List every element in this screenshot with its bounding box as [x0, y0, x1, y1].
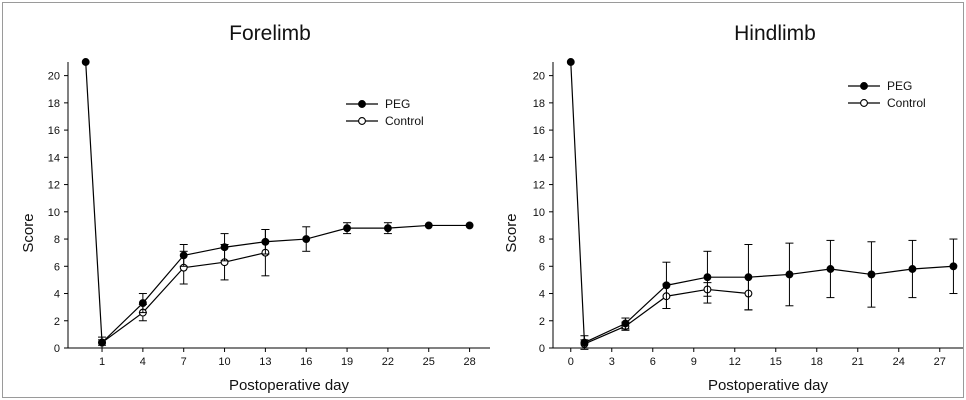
legend-item-peg: PEG [848, 79, 912, 93]
data-point [662, 281, 671, 290]
y-tick-label: 6 [54, 261, 60, 273]
y-tick-label: 4 [539, 289, 545, 301]
x-axis-label: Postoperative day [708, 377, 829, 394]
x-tick-label: 27 [934, 356, 946, 368]
x-tick-label: 18 [811, 356, 823, 368]
data-point [81, 58, 90, 66]
data-point [867, 270, 876, 279]
chart-title: Hindlimb [734, 22, 816, 45]
x-tick-label: 10 [218, 356, 230, 368]
x-tick-label: 15 [770, 356, 782, 368]
x-tick-label: 0 [568, 356, 574, 368]
y-tick-label: 12 [48, 180, 60, 192]
x-tick-label: 6 [650, 356, 656, 368]
x-tick-label: 28 [463, 356, 475, 368]
legend-item-peg: PEG [346, 97, 410, 111]
y-tick-label: 10 [48, 207, 60, 219]
y-tick-label: 4 [54, 289, 60, 301]
data-point [179, 251, 188, 260]
y-tick-label: 0 [54, 343, 60, 355]
y-tick-label: 16 [48, 125, 60, 137]
data-point [220, 243, 229, 252]
y-tick-label: 14 [48, 152, 60, 164]
x-tick-label: 12 [729, 356, 741, 368]
y-tick-label: 0 [539, 343, 545, 355]
data-point [98, 338, 106, 347]
data-point [465, 221, 474, 230]
y-tick-label: 2 [539, 316, 545, 328]
data-point [566, 58, 575, 66]
data-point [785, 270, 794, 279]
x-axis-label: Postoperative day [229, 377, 350, 394]
x-tick-label: 1 [99, 356, 105, 368]
x-tick-label: 3 [609, 356, 615, 368]
y-tick-label: 2 [54, 316, 60, 328]
series-peg [566, 58, 958, 350]
data-point [744, 273, 753, 282]
y-axis-label: Score [20, 213, 37, 252]
x-tick-label: 24 [893, 356, 905, 368]
chart-title: Forelimb [229, 22, 311, 45]
data-point [580, 338, 589, 347]
data-point [703, 273, 712, 282]
data-point [908, 265, 917, 273]
legend-marker [358, 117, 366, 125]
y-tick-label: 16 [533, 125, 545, 137]
legend-label: Control [385, 114, 424, 128]
data-point [424, 221, 433, 230]
data-point [826, 265, 835, 273]
y-tick-label: 8 [54, 234, 60, 246]
legend-label: PEG [887, 79, 912, 93]
series-peg [81, 58, 474, 347]
legend-item-control: Control [346, 114, 424, 128]
y-tick-label: 8 [539, 234, 545, 246]
x-tick-label: 4 [140, 356, 146, 368]
data-point [302, 235, 311, 243]
data-point [138, 299, 147, 308]
legend-label: PEG [385, 97, 410, 111]
y-tick-label: 12 [533, 180, 545, 192]
y-tick-label: 20 [48, 71, 60, 83]
y-tick-label: 10 [533, 207, 545, 219]
data-point [383, 224, 392, 233]
x-tick-label: 16 [300, 356, 312, 368]
x-tick-label: 21 [852, 356, 864, 368]
y-tick-label: 20 [533, 71, 545, 83]
legend-marker [860, 82, 868, 90]
x-tick-label: 22 [382, 356, 394, 368]
x-tick-label: 9 [691, 356, 697, 368]
legend-label: Control [887, 96, 926, 110]
data-point [343, 224, 352, 233]
data-point [621, 319, 630, 328]
y-tick-label: 6 [539, 261, 545, 273]
y-tick-label: 14 [533, 152, 545, 164]
y-axis-label: Score [503, 213, 520, 252]
y-tick-label: 18 [48, 98, 60, 110]
x-tick-label: 25 [423, 356, 435, 368]
x-tick-label: 13 [259, 356, 271, 368]
legend-marker [358, 100, 366, 108]
legend-marker [860, 99, 868, 107]
x-tick-label: 19 [341, 356, 353, 368]
data-point [261, 237, 270, 246]
y-tick-label: 18 [533, 98, 545, 110]
data-point [949, 262, 958, 271]
legend-item-control: Control [848, 96, 926, 110]
x-tick-label: 7 [181, 356, 187, 368]
